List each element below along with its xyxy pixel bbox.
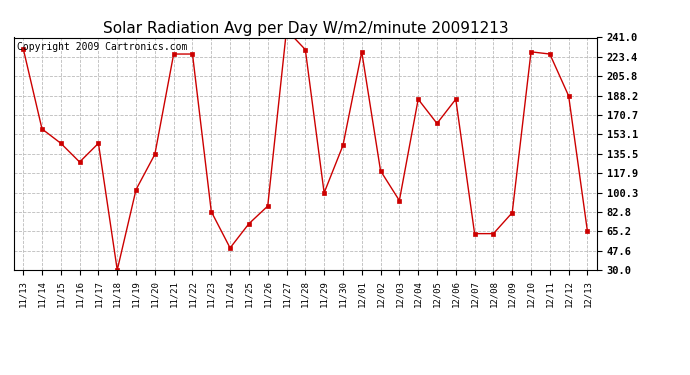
Text: Copyright 2009 Cartronics.com: Copyright 2009 Cartronics.com xyxy=(17,42,187,52)
Title: Solar Radiation Avg per Day W/m2/minute 20091213: Solar Radiation Avg per Day W/m2/minute … xyxy=(103,21,508,36)
